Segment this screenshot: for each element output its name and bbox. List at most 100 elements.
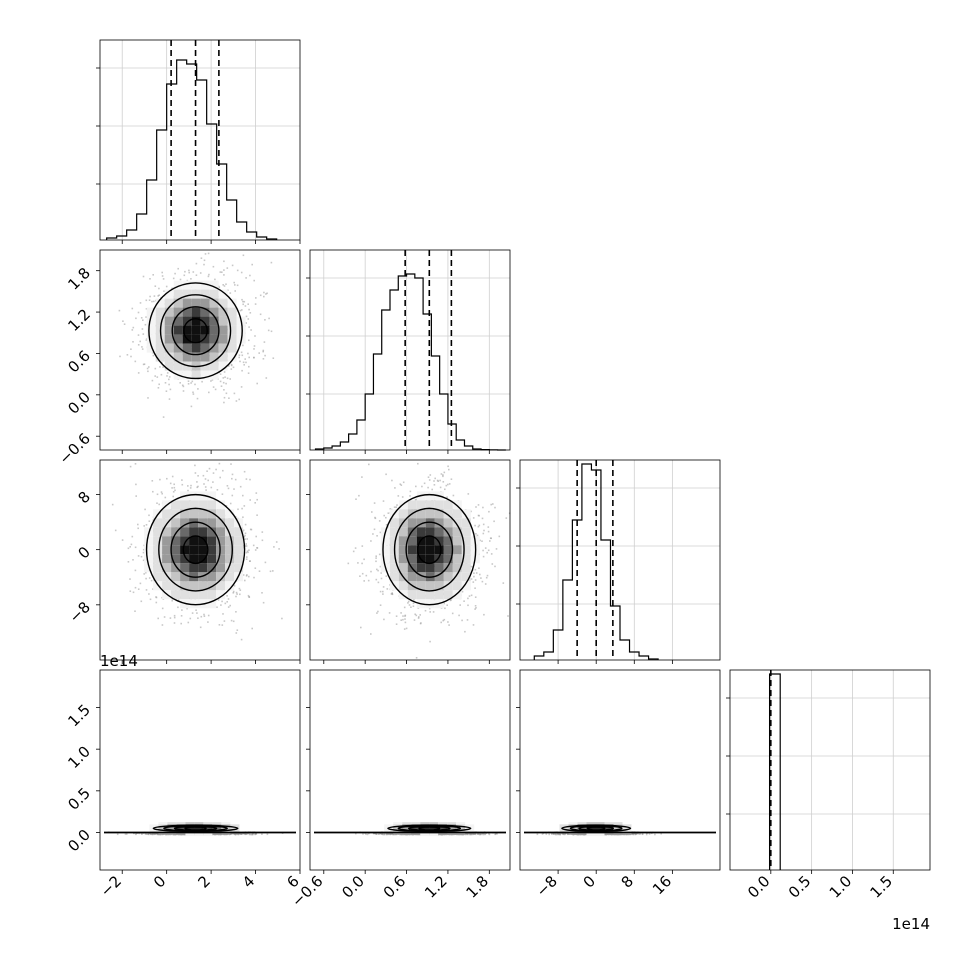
sample-point	[258, 352, 260, 354]
sample-point	[179, 382, 181, 384]
sample-point	[203, 263, 205, 266]
sample-point	[482, 532, 485, 535]
density-cell	[162, 518, 172, 528]
sample-point	[378, 553, 381, 556]
sample-point	[375, 557, 377, 559]
sample-point	[219, 271, 222, 273]
sample-point	[168, 376, 171, 378]
sample-point	[129, 590, 132, 592]
sample-point	[377, 610, 379, 613]
density-cell	[225, 509, 235, 519]
density-cell	[191, 352, 201, 362]
sample-point	[246, 574, 248, 576]
sample-point	[171, 287, 173, 290]
sample-point	[248, 549, 250, 551]
sample-point	[154, 833, 157, 835]
density-cell	[182, 289, 192, 299]
sample-point	[235, 400, 238, 402]
density-cell	[173, 307, 183, 317]
sample-point	[421, 485, 423, 488]
density-cell	[209, 334, 219, 344]
sample-point	[448, 483, 451, 485]
sample-point	[140, 555, 143, 558]
sample-point	[230, 364, 233, 367]
sample-point	[474, 596, 477, 598]
sample-point	[223, 274, 225, 276]
sample-point	[412, 602, 415, 605]
sample-point	[468, 595, 471, 597]
sample-point	[187, 485, 189, 487]
sample-point	[485, 576, 488, 579]
sample-point	[443, 618, 446, 621]
sample-point	[244, 534, 246, 537]
sample-point	[226, 833, 228, 836]
density-cell	[218, 361, 228, 371]
density-cell	[173, 298, 183, 308]
density-cell	[180, 509, 190, 519]
sample-point	[139, 302, 142, 304]
density-cell	[164, 334, 174, 344]
sample-point	[477, 525, 480, 528]
density-cell	[191, 325, 201, 335]
density-cell	[207, 590, 217, 600]
sample-point	[242, 494, 244, 497]
sample-point	[152, 588, 154, 590]
sample-point	[157, 617, 159, 620]
sample-point	[259, 313, 262, 316]
density-cell	[236, 325, 246, 335]
sample-point	[158, 833, 160, 836]
sample-point	[229, 604, 231, 607]
sample-point	[452, 494, 455, 497]
sample-point	[490, 553, 493, 555]
sample-point	[194, 472, 197, 474]
density-cell	[200, 352, 210, 362]
sample-point	[158, 383, 160, 386]
density-cell	[155, 307, 165, 317]
sample-point	[177, 267, 179, 270]
sample-point	[275, 541, 278, 543]
sample-point	[244, 832, 247, 835]
sample-point	[470, 565, 473, 568]
sample-point	[227, 487, 230, 490]
sample-point	[244, 305, 247, 307]
density-cell	[227, 334, 237, 344]
sample-point	[492, 503, 494, 505]
density-cell	[189, 581, 199, 591]
sample-point	[142, 275, 145, 278]
sample-point	[163, 290, 165, 292]
density-cell	[146, 307, 156, 317]
sample-point	[130, 348, 132, 350]
sample-point	[226, 377, 229, 380]
sample-point	[188, 271, 190, 274]
density-cell	[434, 572, 444, 582]
sample-point	[223, 371, 226, 373]
sample-point	[235, 611, 237, 613]
density-cell	[198, 581, 208, 591]
sample-point	[145, 339, 148, 341]
sample-point	[395, 506, 397, 508]
sample-point	[428, 607, 431, 610]
density-cell	[200, 307, 210, 317]
density-cell	[191, 343, 201, 353]
sample-point	[173, 486, 176, 489]
sample-point	[137, 372, 140, 374]
sample-point	[472, 517, 475, 519]
sample-point	[171, 599, 173, 602]
sample-point	[256, 514, 258, 516]
sample-point	[226, 595, 228, 597]
density-cell	[452, 563, 462, 573]
sample-point	[461, 590, 464, 593]
sample-point	[203, 483, 205, 485]
sample-point	[254, 549, 257, 551]
density-cell	[164, 307, 174, 317]
sample-point	[148, 520, 151, 522]
sample-point	[231, 264, 234, 267]
sample-point	[483, 529, 485, 532]
density-cell	[162, 545, 172, 555]
sample-point	[199, 272, 202, 274]
density-cell	[225, 563, 235, 573]
sample-point	[245, 361, 247, 364]
sample-point	[446, 604, 448, 606]
sample-point	[232, 833, 234, 835]
sample-point	[211, 379, 214, 381]
